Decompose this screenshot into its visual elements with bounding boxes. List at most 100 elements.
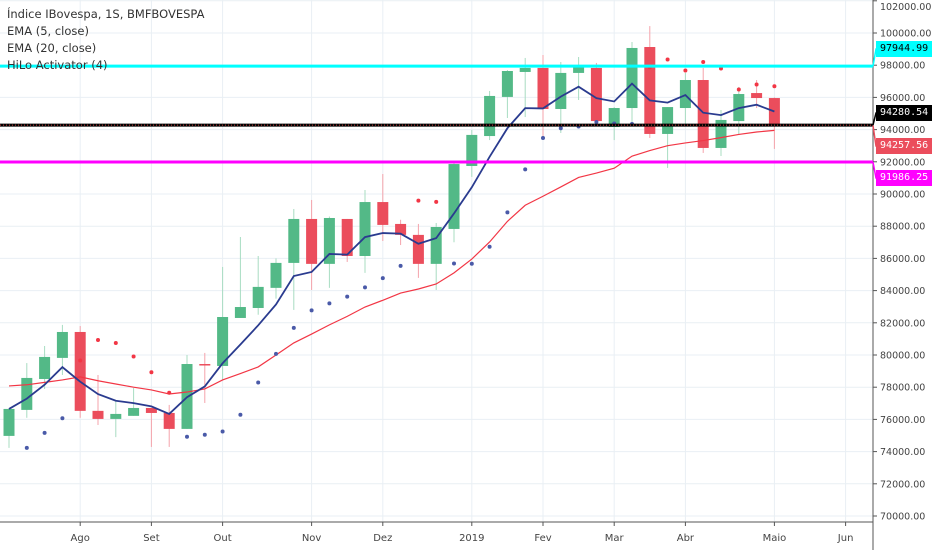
candle-body — [288, 218, 300, 263]
candle-down — [306, 199, 318, 290]
x-tick-label: Nov — [302, 533, 322, 544]
hilo-dot-up — [220, 429, 225, 434]
candle-body — [626, 47, 638, 109]
candle-body — [341, 218, 353, 256]
hilo-legend[interactable]: HiLo Activator (4) — [7, 58, 108, 72]
candle-body — [466, 134, 478, 166]
hilo-dot-down — [683, 68, 688, 73]
y-tick-label: 80000.00 — [880, 351, 925, 362]
candle-up — [519, 57, 531, 118]
candle-body — [270, 262, 282, 288]
candle-body — [484, 95, 496, 137]
x-tick-label: Jun — [837, 533, 854, 544]
hilo-dot-up — [24, 445, 29, 450]
candle-down — [644, 26, 656, 138]
hilo-dot-down — [113, 340, 118, 345]
hilo-dot-up — [42, 430, 47, 435]
hilo-dot-up — [274, 351, 278, 356]
last-price-label: 94280.54 — [876, 105, 932, 121]
hilo-dot-up — [398, 263, 403, 268]
y-tick-label: 86000.00 — [880, 254, 925, 265]
candle-up — [3, 408, 15, 448]
x-tick-label: Ago — [71, 533, 90, 544]
candle-body — [644, 47, 656, 134]
resistance-price-label: 97944.99 — [876, 41, 932, 57]
y-tick-label: 98000.00 — [880, 61, 925, 72]
candle-up — [21, 363, 33, 418]
candle-up — [270, 258, 282, 299]
candle-up — [662, 107, 674, 168]
candle-down — [74, 326, 86, 418]
candle-body — [323, 217, 335, 264]
hilo-dot-up — [541, 136, 545, 141]
candle-body — [377, 202, 389, 225]
y-tick-label: 88000.00 — [880, 222, 925, 233]
ema20-legend[interactable]: EMA (20, close) — [7, 41, 97, 55]
ema20-price-label: 94257.56 — [876, 138, 932, 154]
candle-body — [110, 413, 122, 419]
candle-body — [608, 108, 620, 128]
hilo-dot-up — [487, 244, 492, 249]
candle-body — [306, 218, 318, 264]
candle-body — [715, 119, 727, 148]
candle-body — [217, 317, 229, 366]
chart-legend: Índice IBovespa, 1S, BMFBOVESPA EMA (5, … — [7, 6, 204, 74]
candle-body — [252, 286, 264, 308]
candle-body — [590, 67, 602, 122]
hilo-dot-up — [185, 434, 189, 439]
hilo-dot-down — [736, 87, 741, 92]
hilo-dot-up — [256, 380, 261, 385]
y-tick-label: 70000.00 — [880, 512, 925, 523]
candle-down — [377, 174, 389, 242]
candle-body — [519, 67, 531, 72]
hilo-dot-up — [469, 261, 474, 266]
candle-body — [448, 164, 460, 229]
ema20-line — [8, 129, 775, 395]
candle-up — [288, 208, 300, 310]
x-tick-label: Fev — [534, 533, 551, 544]
candle-down — [412, 223, 424, 278]
support-price-label: 91986.25 — [876, 170, 932, 186]
candle-body — [21, 377, 33, 410]
y-tick-label: 90000.00 — [880, 190, 925, 201]
candle-down — [163, 404, 175, 447]
candle-body — [39, 356, 51, 379]
candle-down — [395, 219, 407, 246]
x-tick-label: 2019 — [459, 533, 484, 544]
y-tick-label: 72000.00 — [880, 479, 925, 490]
hilo-dot-down — [131, 354, 136, 359]
candle-body — [430, 227, 442, 264]
x-tick-label: Set — [143, 533, 160, 544]
hilo-dot-down — [665, 57, 670, 62]
ema5-line — [8, 82, 775, 415]
x-tick-label: Dez — [373, 533, 392, 544]
hilo-dot-down — [149, 370, 154, 375]
candle-down — [590, 62, 602, 123]
hilo-dot-up — [452, 261, 456, 266]
y-tick-label: 92000.00 — [880, 157, 925, 168]
candle-body — [573, 66, 585, 73]
candle-down — [145, 407, 157, 447]
hilo-dot-down — [434, 199, 439, 204]
hilo-dot-down — [78, 358, 83, 363]
hilo-dot-down — [754, 82, 759, 87]
y-tick-label: 102000.00 — [880, 2, 931, 13]
hilo-dot-up — [327, 301, 332, 306]
candle-body — [128, 407, 140, 416]
candle-up — [323, 216, 335, 288]
hilo-dot-up — [202, 432, 207, 437]
candle-body — [412, 234, 424, 264]
candle-up — [715, 109, 727, 157]
hilo-dot-up — [523, 167, 528, 172]
hilo-dot-up — [380, 276, 385, 281]
candle-body — [768, 98, 780, 126]
candle-up — [679, 72, 691, 125]
candle-down — [199, 352, 211, 403]
candle-body — [234, 307, 246, 318]
candle-down — [768, 97, 780, 149]
ema5-legend[interactable]: EMA (5, close) — [7, 24, 89, 38]
candle-up — [110, 400, 122, 438]
symbol-title[interactable]: Índice IBovespa, 1S, BMFBOVESPA — [7, 7, 205, 21]
hilo-dot-up — [238, 412, 243, 417]
